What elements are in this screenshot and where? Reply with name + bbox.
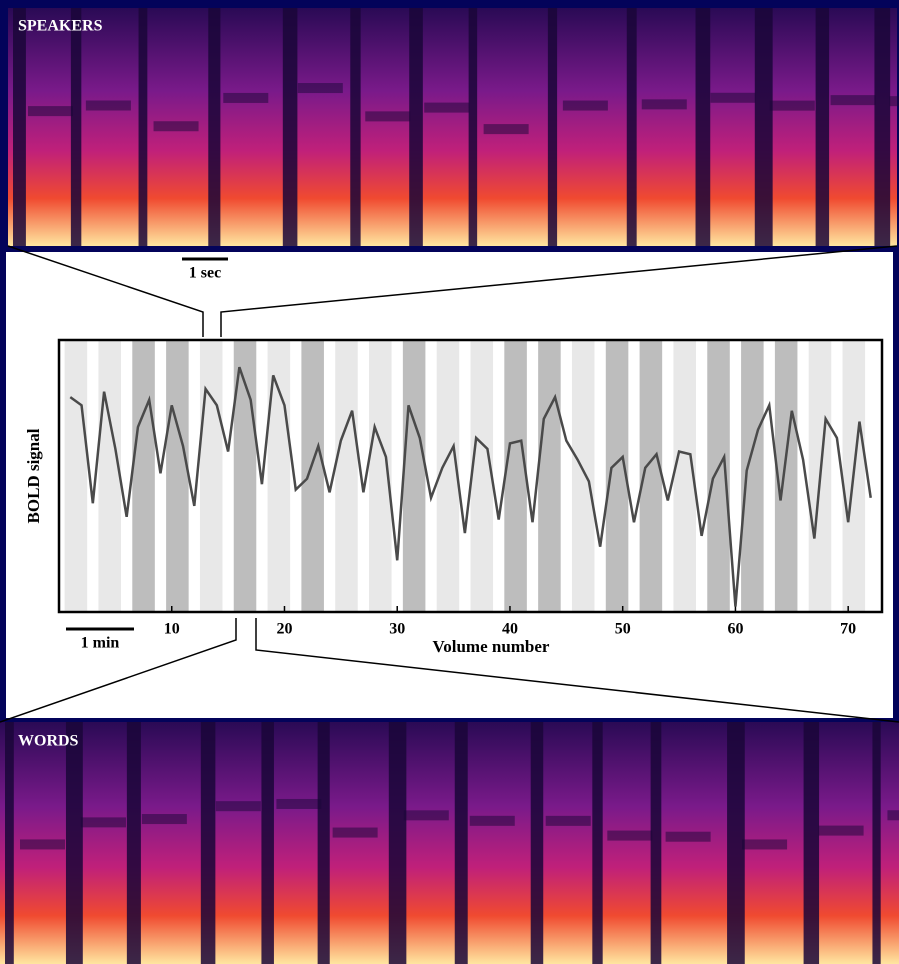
- spectrogram-band: [641, 99, 687, 110]
- condition-block: [605, 340, 629, 612]
- spectrogram-gap: [261, 722, 274, 964]
- y-axis-label: BOLD signal: [24, 428, 43, 523]
- spectrogram-band: [469, 815, 515, 826]
- spectrogram-band: [830, 95, 876, 106]
- condition-block: [707, 340, 730, 612]
- spectrogram-band: [297, 83, 343, 94]
- x-tick-label: 20: [276, 621, 292, 638]
- scale-label: 1 min: [81, 635, 120, 652]
- spectrogram-gap: [208, 8, 221, 246]
- spectrogram-gap: [409, 8, 423, 246]
- condition-block: [301, 340, 324, 612]
- spectrogram-band: [141, 814, 187, 825]
- x-tick-label: 60: [727, 621, 743, 638]
- spectrogram-band: [887, 810, 899, 821]
- condition-block: [98, 340, 122, 612]
- spectrogram-gap: [727, 722, 745, 964]
- condition-block: [741, 340, 764, 612]
- spectrogram-gap: [282, 8, 298, 246]
- spectrogram-gap: [126, 722, 141, 964]
- condition-block: [267, 340, 291, 612]
- zoom-line: [220, 245, 898, 337]
- condition-block: [673, 340, 696, 612]
- spectrogram-band: [223, 92, 269, 103]
- spectrogram-gap: [200, 722, 216, 964]
- condition-block: [470, 340, 494, 612]
- spectrogram-gap: [592, 722, 603, 964]
- spectrogram-band: [276, 798, 322, 809]
- spectrogram-band: [80, 817, 126, 828]
- condition-block: [199, 340, 223, 612]
- zoom-line: [7, 245, 204, 337]
- spectrogram-band: [545, 815, 591, 826]
- condition-block: [132, 340, 155, 612]
- condition-block: [402, 340, 426, 612]
- spectrogram-gap: [547, 8, 558, 246]
- x-tick-label: 40: [502, 621, 518, 638]
- zoom-line: [0, 618, 237, 723]
- spectrogram-band: [665, 831, 711, 842]
- x-axis-label: Volume number: [433, 637, 550, 656]
- spectrogram-gap: [138, 8, 148, 246]
- condition-block: [538, 340, 561, 612]
- spectrogram-band: [403, 810, 449, 821]
- spectrogram-band: [28, 106, 73, 117]
- spectrogram-band: [483, 124, 529, 135]
- condition-block: [436, 340, 460, 612]
- condition-block: [504, 340, 527, 612]
- spectrogram-gap: [454, 722, 468, 964]
- spectrogram-band: [607, 830, 653, 841]
- spectrogram-gap: [530, 722, 544, 964]
- x-tick-label: 50: [615, 621, 631, 638]
- spectrogram-gap: [754, 8, 773, 246]
- zoom-line: [255, 618, 899, 723]
- spectrogram-gap: [695, 8, 711, 246]
- scale-label: 1 sec: [189, 265, 221, 282]
- condition-block: [64, 340, 88, 612]
- x-tick-label: 10: [164, 621, 180, 638]
- spectrogram-gap: [13, 8, 26, 246]
- spectrogram-gap: [626, 8, 637, 246]
- spectrogram-gap: [5, 722, 14, 964]
- spectrogram-band: [424, 102, 470, 113]
- condition-block: [639, 340, 663, 612]
- spectrogram-gap: [803, 722, 820, 964]
- condition-block: [774, 340, 798, 612]
- spectrogram-band: [710, 92, 756, 103]
- spectrogram-gap: [872, 722, 881, 964]
- x-tick-label: 30: [389, 621, 405, 638]
- spectrogram-band: [365, 111, 411, 122]
- spectrogram-gap: [350, 8, 361, 246]
- condition-block: [369, 340, 392, 612]
- spectrogram-band: [818, 825, 864, 836]
- x-tick-label: 70: [840, 621, 856, 638]
- spectrogram-gap: [650, 722, 662, 964]
- spectrogram-gap: [317, 722, 330, 964]
- condition-block: [571, 340, 595, 612]
- spectrogram-band: [769, 100, 815, 111]
- bold-line: [69, 366, 872, 607]
- spectrogram-band: [215, 801, 261, 812]
- spectrogram-band: [153, 121, 199, 132]
- condition-block: [335, 340, 358, 612]
- spectrogram-gap: [65, 722, 83, 964]
- spectrogram-band: [562, 100, 608, 111]
- panel-label: WORDS: [18, 733, 79, 750]
- spectrogram-gap: [815, 8, 830, 246]
- spectrogram-band: [889, 96, 899, 107]
- spectrogram-gap: [468, 8, 478, 246]
- condition-block: [166, 340, 189, 612]
- panel-label: SPEAKERS: [18, 18, 103, 35]
- spectrogram-band: [20, 839, 65, 850]
- spectrogram-gap: [388, 722, 407, 964]
- spectrogram-band: [332, 827, 378, 838]
- spectrogram-gap: [874, 8, 891, 246]
- spectrogram-band: [742, 839, 788, 850]
- plot-frame: [57, 338, 884, 614]
- spectrogram-gap: [70, 8, 82, 246]
- spectrogram-band: [85, 100, 131, 111]
